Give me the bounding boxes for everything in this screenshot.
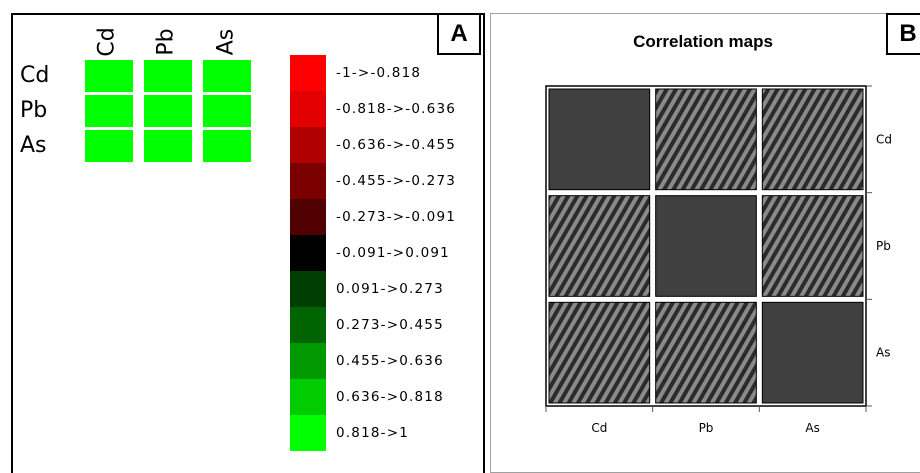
panel-b-label: B [886, 13, 920, 55]
x-tick-label: As [805, 421, 819, 435]
corr-cell-pb-as [761, 195, 864, 297]
legend-label: -0.818->-0.636 [336, 101, 457, 117]
matrix-cell-pb-cd [85, 95, 133, 127]
corr-cell-as-as [761, 301, 864, 404]
legend-swatch [290, 415, 326, 451]
legend-swatch [290, 379, 326, 415]
corr-cell-cd-cd [548, 88, 651, 191]
y-tick-label: As [876, 346, 890, 360]
matrix-cell-cd-as [203, 60, 251, 92]
panel-a-label: A [437, 13, 481, 55]
legend-label: -0.636->-0.455 [336, 137, 457, 153]
corr-cell-as-pb [655, 301, 757, 404]
row-label-cd: Cd [20, 63, 50, 88]
legend-swatch [290, 55, 326, 91]
y-tick-label: Cd [876, 132, 892, 146]
y-tick-label: Pb [876, 239, 891, 253]
legend-label: 0.818->1 [336, 425, 410, 441]
corr-cell-as-cd [548, 301, 651, 404]
legend-label: 0.091->0.273 [336, 281, 444, 297]
legend-label: -1->-0.818 [336, 65, 422, 81]
legend-label: -0.455->-0.273 [336, 173, 457, 189]
x-tick-label: Pb [699, 421, 714, 435]
matrix-cell-cd-cd [85, 60, 133, 92]
legend-label: 0.455->0.636 [336, 353, 444, 369]
matrix-cell-pb-as [203, 95, 251, 127]
corr-cell-cd-pb [655, 88, 757, 191]
legend-swatch [290, 91, 326, 127]
matrix-cell-cd-pb [144, 60, 192, 92]
legend-swatch [290, 163, 326, 199]
legend-swatch [290, 127, 326, 163]
legend-swatch [290, 343, 326, 379]
correlation-map-b: Cd Pb As Cd Pb As [545, 85, 892, 435]
matrix-cell-as-cd [85, 130, 133, 162]
legend-swatch [290, 271, 326, 307]
corr-cell-cd-as [761, 88, 864, 191]
legend-label: -0.091->0.091 [336, 245, 450, 261]
legend-swatch [290, 235, 326, 271]
legend-swatch [290, 307, 326, 343]
matrix-cell-as-as [203, 130, 251, 162]
chart-title: Correlation maps [633, 32, 773, 51]
x-tick-label: Cd [591, 421, 607, 435]
legend-swatch [290, 199, 326, 235]
corr-cell-pb-pb [655, 195, 757, 297]
corr-cell-pb-cd [548, 195, 651, 297]
matrix-cell-pb-pb [144, 95, 192, 127]
matrix-cell-as-pb [144, 130, 192, 162]
legend-label: -0.273->-0.091 [336, 209, 457, 225]
legend-label: 0.273->0.455 [336, 317, 444, 333]
row-label-as: As [20, 133, 47, 158]
legend-label: 0.636->0.818 [336, 389, 444, 405]
row-label-pb: Pb [20, 98, 48, 123]
